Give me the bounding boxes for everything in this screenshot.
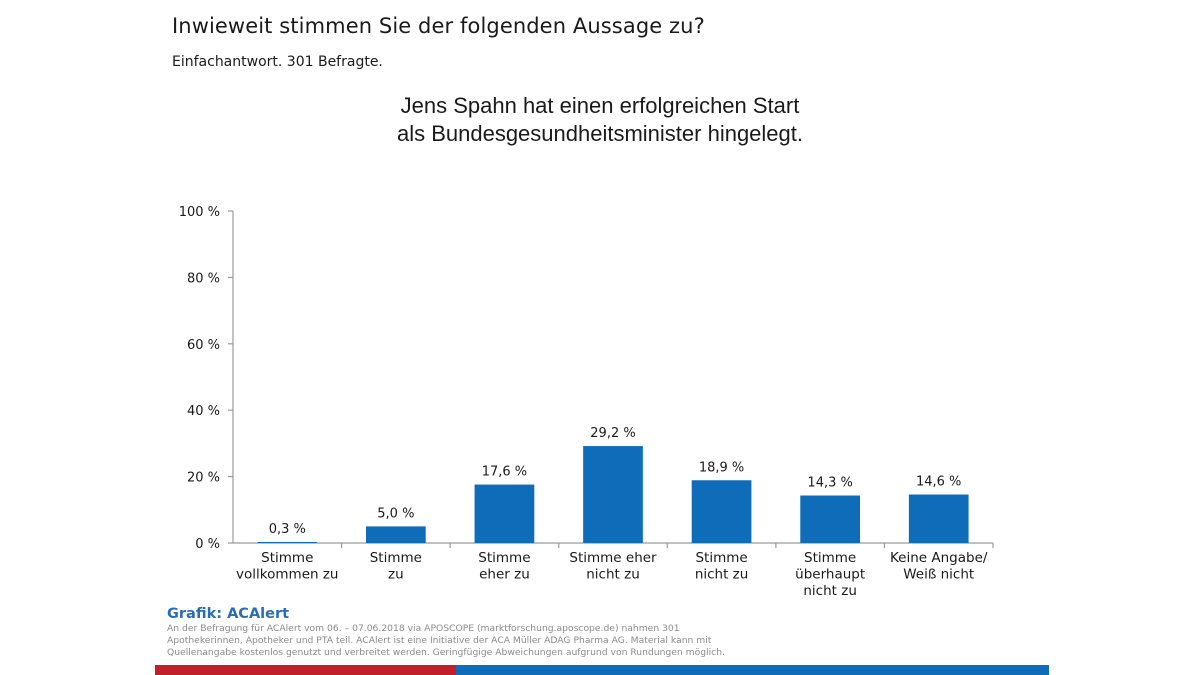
- graphic-credit: Grafik: ACAlert: [167, 606, 290, 622]
- x-tick-label: Stimme eher: [569, 550, 657, 566]
- x-tick-label: Stimme: [261, 550, 313, 566]
- data-label: 17,6 %: [482, 465, 527, 480]
- bar: [583, 446, 643, 543]
- bars: [257, 446, 969, 543]
- footnote-line-3: Quellenangabe kostenlos genutzt und verb…: [167, 647, 725, 658]
- footer-stripe-red: [155, 665, 456, 675]
- data-label: 0,3 %: [269, 522, 306, 537]
- data-label: 29,2 %: [590, 426, 635, 441]
- data-label: 18,9 %: [699, 460, 744, 475]
- chart-title: Jens Spahn hat einen erfolgreichen Start…: [300, 92, 900, 148]
- chart-title-line-1: Jens Spahn hat einen erfolgreichen Start: [400, 93, 800, 118]
- data-label: 14,6 %: [916, 475, 961, 490]
- survey-question: Inwieweit stimmen Sie der folgenden Auss…: [172, 14, 705, 38]
- bar: [800, 495, 860, 543]
- x-tick-label: nicht zu: [803, 583, 857, 599]
- x-tick-label: Keine Angabe/: [890, 550, 988, 566]
- bar: [474, 484, 535, 543]
- x-tick-label: Stimme: [804, 550, 856, 566]
- x-tick-label: zu: [388, 567, 404, 583]
- bar: [366, 526, 426, 543]
- x-tick-label: überhaupt: [795, 567, 865, 583]
- x-tick-label: eher zu: [479, 567, 530, 583]
- bar: [908, 494, 969, 543]
- footnote: An der Befragung für ACAlert vom 06. – 0…: [167, 623, 727, 659]
- y-tick-label: 40 %: [187, 404, 220, 419]
- footer-stripe-blue: [456, 665, 1049, 675]
- y-tick-label: 20 %: [187, 471, 220, 486]
- survey-subtitle: Einfachantwort. 301 Befragte.: [172, 54, 383, 70]
- bar: [691, 480, 752, 543]
- x-tick-label: Stimme: [695, 550, 747, 566]
- x-tick-label: Stimme: [370, 550, 422, 566]
- x-tick-label: nicht zu: [586, 567, 640, 583]
- y-tick-label: 100 %: [179, 205, 220, 220]
- chart-title-line-2: als Bundesgesundheitsminister hingelegt.: [396, 121, 804, 146]
- y-tick-label: 60 %: [187, 338, 220, 353]
- x-tick-label: Stimme: [478, 550, 530, 566]
- y-axis: 0 % 20 % 40 % 60 % 80 % 100 %: [179, 205, 234, 552]
- x-tick-label: Weiß nicht: [903, 567, 974, 583]
- x-tick-label: nicht zu: [695, 567, 749, 583]
- footnote-line-2: Apothekerinnen, Apotheker und PTA teil. …: [167, 635, 712, 646]
- value-labels: 0,3 % 5,0 % 17,6 % 29,2 % 18,9 % 14,3 % 14,6 %: [269, 426, 962, 537]
- y-tick-label: 0 %: [195, 537, 220, 552]
- footnote-line-1: An der Befragung für ACAlert vom 06. – 0…: [167, 623, 680, 634]
- data-label: 5,0 %: [377, 506, 414, 521]
- x-tick-label: vollkommen zu: [236, 567, 338, 583]
- data-label: 14,3 %: [807, 476, 852, 491]
- x-axis: [233, 542, 994, 548]
- y-tick-label: 80 %: [187, 271, 220, 286]
- bar: [257, 542, 318, 543]
